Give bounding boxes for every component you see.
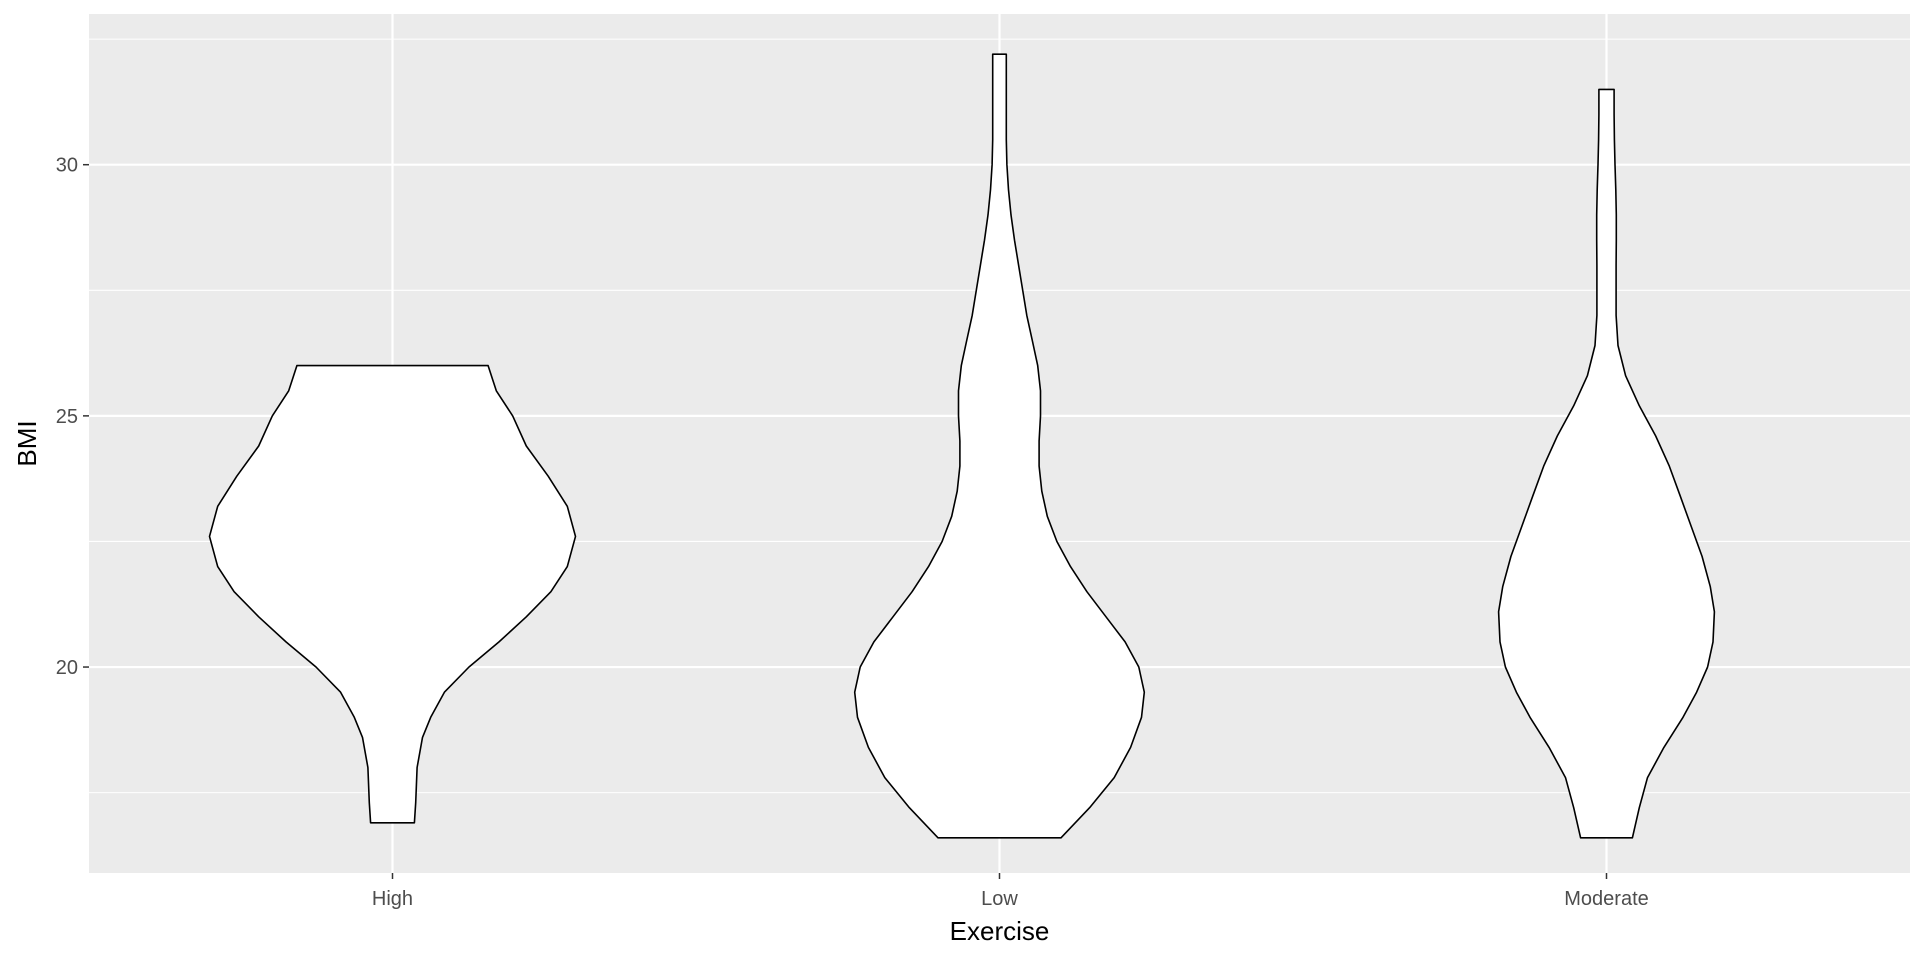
- y-tick-label: 20: [56, 657, 78, 679]
- violin-high: [208, 364, 577, 824]
- violin-group: [208, 53, 1716, 839]
- y-axis: 20 25 30: [56, 155, 89, 679]
- y-axis-title: BMI: [12, 420, 42, 466]
- x-tick-label-high: High: [372, 888, 413, 910]
- x-axis: High Low Moderate: [372, 873, 1649, 910]
- x-tick-label-low: Low: [981, 888, 1018, 910]
- violin-low: [853, 53, 1146, 839]
- violin-moderate: [1497, 88, 1716, 839]
- y-tick-label: 30: [56, 155, 78, 177]
- x-axis-title: Exercise: [950, 916, 1050, 946]
- x-tick-label-moderate: Moderate: [1564, 888, 1649, 910]
- y-tick-label: 25: [56, 406, 78, 428]
